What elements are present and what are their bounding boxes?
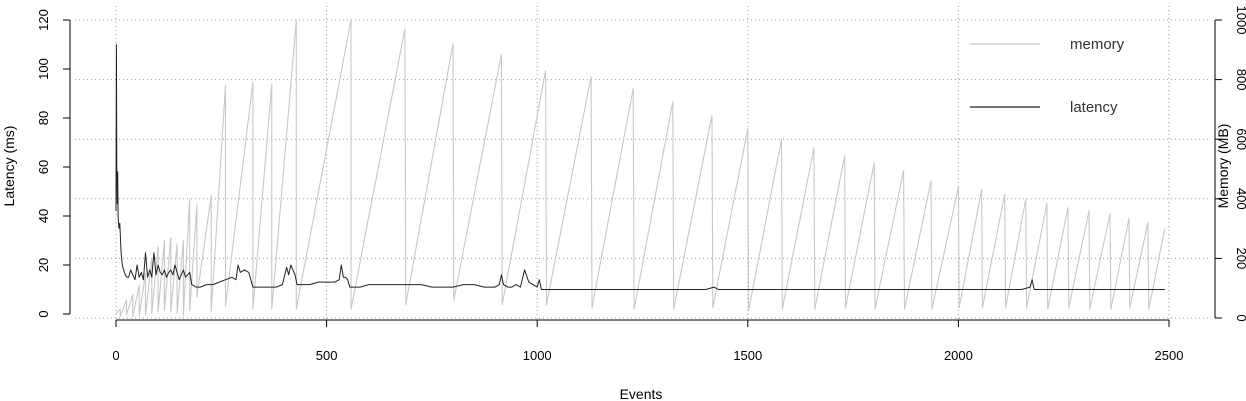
y-tick-label-4: 80 bbox=[36, 111, 51, 125]
y2-tick-label-5: 1000 bbox=[1234, 6, 1246, 35]
x-tick-label-4: 2000 bbox=[944, 348, 973, 363]
legend-label-latency: latency bbox=[1070, 99, 1118, 116]
series-line-memory bbox=[115, 19, 1166, 318]
y-tick-label-5: 100 bbox=[36, 58, 51, 80]
legend: memory latency bbox=[970, 36, 1125, 116]
x-tick-label-0: 0 bbox=[112, 348, 119, 363]
y-tick-label-0: 0 bbox=[36, 310, 51, 317]
y-tick-label-6: 120 bbox=[36, 9, 51, 31]
legend-label-memory: memory bbox=[1070, 36, 1125, 53]
axes bbox=[63, 19, 1222, 327]
x-axis-title: Events bbox=[620, 386, 663, 401]
grid bbox=[75, 6, 1210, 320]
x-tick-label-5: 2500 bbox=[1155, 348, 1184, 363]
y-tick-label-3: 60 bbox=[36, 160, 51, 174]
x-tick-label-1: 500 bbox=[316, 348, 338, 363]
series-line-latency bbox=[115, 44, 1165, 290]
x-tick-label-3: 1500 bbox=[733, 348, 762, 363]
tick-labels: 0 500 1000 1500 2000 2500 0 20 40 60 80 100 120 0 200 4… bbox=[36, 6, 1246, 363]
y2-axis-title: Memory (MB) bbox=[1215, 124, 1231, 209]
series-lines bbox=[115, 19, 1166, 318]
y2-tick-label-4: 800 bbox=[1234, 69, 1246, 91]
y2-tick-label-3: 600 bbox=[1234, 128, 1246, 150]
y2-tick-label-0: 0 bbox=[1234, 314, 1246, 321]
y-tick-label-1: 20 bbox=[36, 258, 51, 272]
x-tick-label-2: 1000 bbox=[523, 348, 552, 363]
y2-tick-label-1: 200 bbox=[1234, 248, 1246, 270]
y2-tick-label-2: 400 bbox=[1234, 188, 1246, 210]
y-tick-label-2: 40 bbox=[36, 209, 51, 223]
y-axis-title: Latency (ms) bbox=[1, 126, 17, 207]
